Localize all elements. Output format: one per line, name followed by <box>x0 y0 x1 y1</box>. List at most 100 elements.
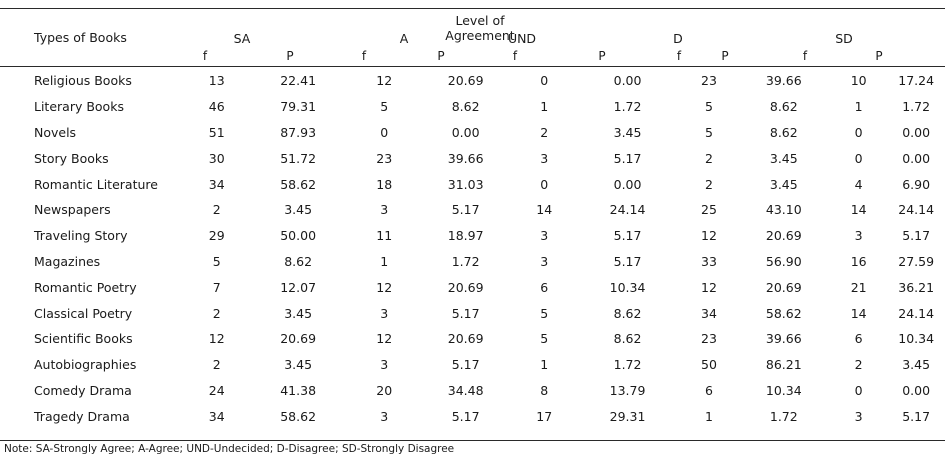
frequency-cell: 24 <box>208 382 225 398</box>
percent-cell: 29.31 <box>609 408 646 424</box>
subheader-p-d: P <box>721 49 729 63</box>
frequency-cell: 1 <box>540 357 549 373</box>
frequency-cell: 3 <box>540 253 549 269</box>
frequency-cell: 5 <box>540 305 549 321</box>
percent-cell: 39.66 <box>765 73 802 89</box>
table-row: Story Books 30 51.72 23 39.66 3 5.17 2 3.45 0 0.00 <box>0 145 945 171</box>
percent-cell: 56.90 <box>765 253 802 269</box>
frequency-cell: 2 <box>704 176 713 192</box>
frequency-cell: 18 <box>376 176 393 192</box>
frequency-cell: 1 <box>380 253 389 269</box>
frequency-cell: 12 <box>208 331 225 347</box>
frequency-cell: 20 <box>376 382 393 398</box>
percent-cell: 34.48 <box>447 382 484 398</box>
table-row: Scientific Books 12 20.69 12 20.69 5 8.62 23 39.… <box>0 326 945 352</box>
book-type-cell: Scientific Books <box>34 331 133 347</box>
percent-cell: 3.45 <box>613 124 642 140</box>
frequency-cell: 0 <box>540 73 549 89</box>
frequency-cell: 5 <box>704 124 713 140</box>
frequency-cell: 6 <box>540 279 549 295</box>
frequency-cell: 3 <box>854 228 863 244</box>
percent-cell: 86.21 <box>765 357 802 373</box>
percent-cell: 27.59 <box>898 253 935 269</box>
frequency-cell: 1 <box>704 408 713 424</box>
table-row: Novels 51 87.93 0 0.00 2 3.45 5 8.62 0 0.00 <box>0 120 945 146</box>
table-header-rule <box>0 66 945 67</box>
percent-cell: 58.62 <box>280 408 317 424</box>
percent-cell: 20.69 <box>280 331 317 347</box>
percent-cell: 8.62 <box>451 99 480 115</box>
frequency-cell: 10 <box>850 73 867 89</box>
percent-cell: 13.79 <box>609 382 646 398</box>
table-row: Autobiographies 2 3.45 3 5.17 1 1.72 50 86.21 2 3.… <box>0 352 945 378</box>
percent-cell: 0.00 <box>902 150 931 166</box>
book-type-cell: Comedy Drama <box>34 382 132 398</box>
table-body: Religious Books 13 22.41 12 20.69 0 0.00 23 39.6… <box>0 68 945 429</box>
book-type-cell: Newspapers <box>34 202 111 218</box>
book-type-cell: Story Books <box>34 150 109 166</box>
percent-cell: 5.17 <box>451 305 480 321</box>
percent-cell: 10.34 <box>765 382 802 398</box>
percent-cell: 41.38 <box>280 382 317 398</box>
table-row: Tragedy Drama 34 58.62 3 5.17 17 29.31 1 1.72 3 5.… <box>0 403 945 429</box>
frequency-cell: 12 <box>376 331 393 347</box>
frequency-cell: 5 <box>380 99 389 115</box>
percent-cell: 58.62 <box>280 176 317 192</box>
frequency-cell: 5 <box>704 99 713 115</box>
subheader-f-d: f <box>676 49 682 63</box>
frequency-cell: 6 <box>854 331 863 347</box>
frequency-cell: 6 <box>704 382 713 398</box>
frequency-cell: 23 <box>701 331 717 347</box>
frequency-cell: 16 <box>850 253 867 269</box>
frequency-cell: 0 <box>854 150 863 166</box>
percent-cell: 50.00 <box>280 228 317 244</box>
subheader-p-a: P <box>437 49 445 63</box>
percent-cell: 20.69 <box>447 331 484 347</box>
frequency-cell: 23 <box>701 73 717 89</box>
book-type-cell: Romantic Poetry <box>34 279 137 295</box>
frequency-cell: 23 <box>376 150 393 166</box>
frequency-cell: 5 <box>540 331 549 347</box>
percent-cell: 8.62 <box>769 124 798 140</box>
frequency-cell: 3 <box>540 150 549 166</box>
frequency-cell: 12 <box>376 279 393 295</box>
frequency-cell: 29 <box>208 228 225 244</box>
frequency-cell: 12 <box>701 279 717 295</box>
percent-cell: 1.72 <box>613 357 642 373</box>
book-type-cell: Traveling Story <box>34 228 128 244</box>
percent-cell: 5.17 <box>613 150 642 166</box>
frequency-cell: 7 <box>212 279 221 295</box>
group-header-sd: SD <box>835 31 853 46</box>
percent-cell: 17.24 <box>898 73 935 89</box>
frequency-cell: 13 <box>208 73 225 89</box>
percent-cell: 8.62 <box>284 253 313 269</box>
frequency-cell: 34 <box>208 408 225 424</box>
frequency-cell: 8 <box>540 382 549 398</box>
percent-cell: 3.45 <box>284 357 313 373</box>
table-row: Literary Books 46 79.31 5 8.62 1 1.72 5 8.62 1 1.7… <box>0 94 945 120</box>
frequency-cell: 17 <box>536 408 553 424</box>
frequency-cell: 14 <box>850 305 867 321</box>
group-header-sa: SA <box>233 31 251 46</box>
percent-cell: 24.14 <box>898 305 935 321</box>
frequency-cell: 2 <box>212 305 221 321</box>
percent-cell: 0.00 <box>613 176 642 192</box>
percent-cell: 0.00 <box>902 382 931 398</box>
group-header-d: D <box>673 31 683 46</box>
subheader-f-sd: f <box>802 49 808 63</box>
frequency-cell: 21 <box>850 279 867 295</box>
percent-cell: 24.14 <box>898 202 935 218</box>
frequency-cell: 30 <box>208 150 225 166</box>
percent-cell: 20.69 <box>447 73 484 89</box>
frequency-cell: 3 <box>380 202 389 218</box>
table-note: Note: SA-Strongly Agree; A-Agree; UND-Un… <box>4 443 455 455</box>
book-type-cell: Magazines <box>34 253 101 269</box>
frequency-cell: 2 <box>212 202 221 218</box>
subheader-p-sa: P <box>286 49 294 63</box>
percent-cell: 87.93 <box>280 124 317 140</box>
table-row: Magazines 5 8.62 1 1.72 3 5.17 33 56.90 16 27.59 <box>0 249 945 275</box>
table-row: Newspapers 2 3.45 3 5.17 14 24.14 25 43.10 14 24.1… <box>0 197 945 223</box>
frequency-cell: 0 <box>380 124 389 140</box>
book-type-cell: Religious Books <box>34 73 132 89</box>
table-top-rule <box>0 8 945 9</box>
